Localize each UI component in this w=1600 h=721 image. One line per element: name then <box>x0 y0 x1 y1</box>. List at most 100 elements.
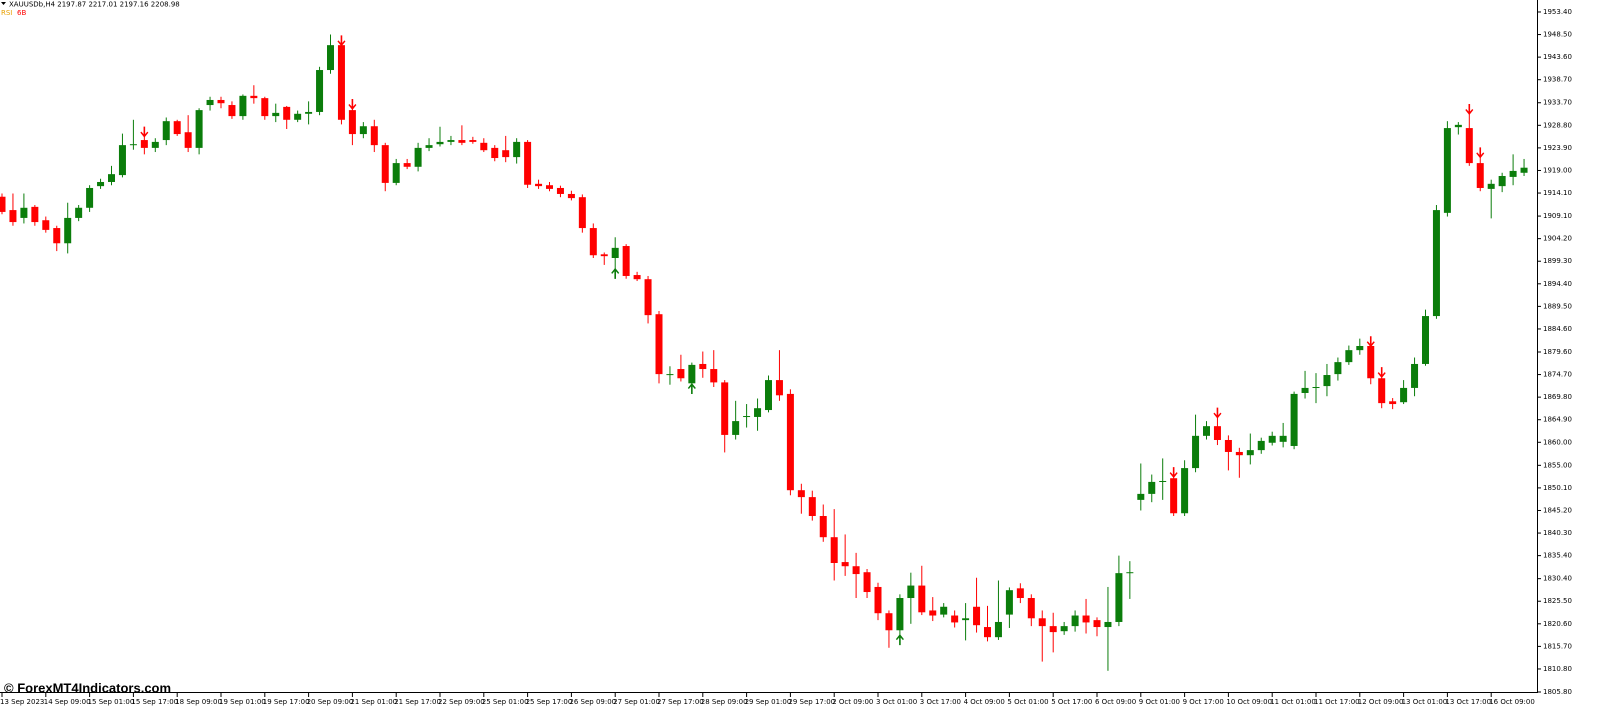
candle-body <box>359 126 367 135</box>
candle-body <box>743 416 751 418</box>
candle-body <box>765 380 772 411</box>
candle-body <box>64 217 72 244</box>
candle-body <box>403 163 411 167</box>
y-tick-label: 1884.60 <box>1543 325 1572 333</box>
x-tick-label: 20 Sep 09:00 <box>307 698 354 706</box>
indicator-label: 6B <box>17 9 26 17</box>
candle-body <box>1312 387 1320 389</box>
candle-body <box>1345 350 1353 363</box>
candle-body <box>480 142 488 151</box>
candle-body <box>458 140 466 143</box>
y-tick-label: 1899.30 <box>1543 257 1572 265</box>
candle-body <box>1520 167 1528 173</box>
candle-body <box>1400 387 1408 403</box>
y-tick-label: 1825.50 <box>1543 597 1572 605</box>
candle-body <box>217 99 225 104</box>
sell-arrow <box>1213 407 1222 419</box>
x-tick-label: 19 Sep 01:00 <box>219 698 266 706</box>
y-tick-label: 1860.00 <box>1543 438 1572 446</box>
candle-body <box>1356 346 1364 351</box>
menu-triangle <box>1 2 6 5</box>
candle-body <box>1224 439 1232 452</box>
candle-body <box>885 613 893 631</box>
y-tick-label: 1909.10 <box>1543 212 1572 220</box>
y-tick-label: 1943.60 <box>1543 53 1572 61</box>
sell-arrow <box>1377 367 1386 379</box>
x-tick-label: 21 Sep 01:00 <box>350 698 397 706</box>
candle-body <box>1476 163 1484 188</box>
candle-body <box>1389 401 1397 405</box>
candle-body <box>337 45 345 120</box>
candle-body <box>447 140 455 142</box>
x-tick-label: 13 Oct 01:00 <box>1402 698 1448 706</box>
x-tick-label: 28 Sep 09:00 <box>701 698 748 706</box>
candle-body <box>1246 450 1254 456</box>
x-tick-label: 13 Sep 2023 <box>0 698 44 706</box>
candle-body <box>567 193 575 199</box>
candle-body <box>1170 478 1178 514</box>
candle-body <box>162 121 170 141</box>
x-tick-label: 14 Sep 09:00 <box>44 698 91 706</box>
candle-body <box>1049 626 1057 633</box>
candle-body <box>1038 618 1046 627</box>
y-tick-label: 1864.90 <box>1543 416 1572 424</box>
buy-arrow <box>687 383 696 395</box>
y-tick-label: 1919.00 <box>1543 166 1572 174</box>
candle-body <box>1301 387 1309 393</box>
y-tick-label: 1894.40 <box>1543 280 1572 288</box>
indicator-label: RSI <box>1 9 12 17</box>
candle-body <box>907 585 915 599</box>
candle-body <box>129 144 137 146</box>
x-tick-label: 12 Oct 09:00 <box>1358 698 1404 706</box>
candle-body <box>1060 626 1068 632</box>
candle-body <box>1027 598 1035 619</box>
x-tick-label: 29 Sep 17:00 <box>788 698 835 706</box>
y-tick-label: 1889.50 <box>1543 302 1572 310</box>
x-tick-label: 11 Oct 17:00 <box>1314 698 1360 706</box>
y-tick-label: 1879.60 <box>1543 348 1572 356</box>
candle-body <box>1498 175 1506 187</box>
sell-arrow <box>140 126 149 138</box>
candle-body <box>206 99 214 106</box>
y-tick-label: 1815.70 <box>1543 642 1572 650</box>
candle-body <box>294 113 302 120</box>
candle-body <box>1378 378 1386 404</box>
candle-body <box>436 141 444 145</box>
x-tick-label: 27 Sep 01:00 <box>613 698 660 706</box>
candle-body <box>896 598 904 631</box>
candle-body <box>1411 363 1419 388</box>
candle-body <box>1367 346 1375 379</box>
candle-body <box>994 621 1002 638</box>
candle-body <box>0 196 6 212</box>
x-tick-label: 11 Oct 01:00 <box>1270 698 1316 706</box>
candle-body <box>1422 316 1429 364</box>
symbol-info: XAUUSDb,H4 2197.87 2217.01 2197.16 2208.… <box>9 1 180 9</box>
candle-body <box>305 111 313 114</box>
candle-body <box>819 516 827 538</box>
y-tick-label: 1923.90 <box>1543 144 1572 152</box>
candle-body <box>151 141 159 148</box>
x-tick-label: 3 Oct 01:00 <box>876 698 917 706</box>
x-tick-label: 6 Oct 09:00 <box>1095 698 1136 706</box>
candle-body <box>108 174 115 182</box>
candle-body <box>1323 375 1331 387</box>
candle-body <box>1290 393 1298 446</box>
candle-body <box>261 98 269 117</box>
candle-body <box>75 207 83 218</box>
x-tick-label: 27 Sep 17:00 <box>657 698 704 706</box>
candle-body <box>951 615 959 623</box>
buy-arrow <box>611 267 620 279</box>
candle-body <box>283 106 291 120</box>
candle-body <box>1235 451 1243 456</box>
candle-body <box>775 380 783 396</box>
candle-body <box>710 369 718 383</box>
x-tick-label: 25 Sep 17:00 <box>526 698 573 706</box>
candle-body <box>118 145 126 176</box>
y-tick-label: 1914.10 <box>1543 189 1572 197</box>
sell-arrow <box>337 35 346 47</box>
candle-body <box>195 110 203 148</box>
candle-body <box>721 382 729 435</box>
candle-body <box>1181 468 1189 514</box>
candle-body <box>841 562 849 567</box>
candle-body <box>1279 435 1287 442</box>
